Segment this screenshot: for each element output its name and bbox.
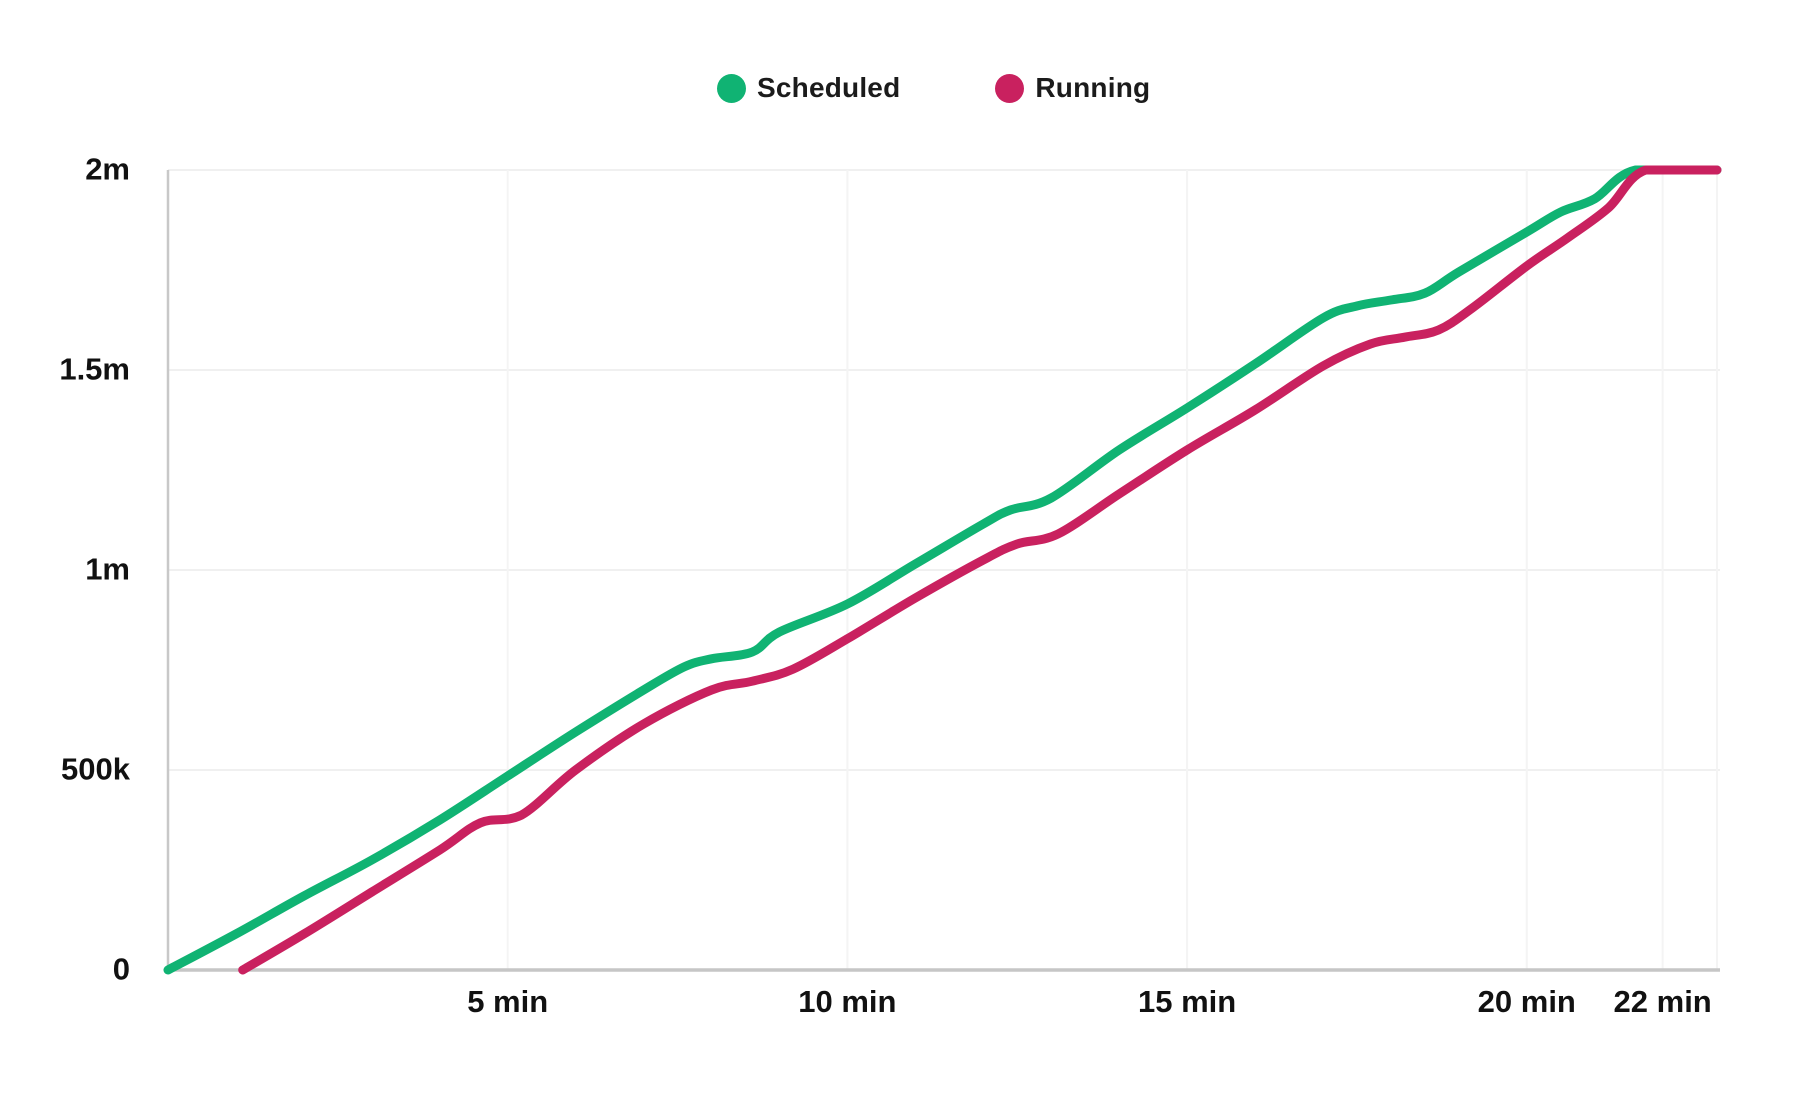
y-tick-label: 2m <box>85 151 130 187</box>
series-line-running <box>238 165 1722 975</box>
series-line-scheduled <box>163 165 1722 975</box>
x-tick-label: 5 min <box>467 984 549 1019</box>
legend-item-scheduled[interactable]: Scheduled <box>717 72 900 104</box>
x-tick-label: 20 min <box>1477 984 1576 1019</box>
y-tick-label: 1.5m <box>59 351 130 387</box>
y-tick-label: 1m <box>85 551 130 587</box>
gridlines <box>168 169 1720 970</box>
legend-label-scheduled: Scheduled <box>757 72 901 103</box>
x-tick-label: 10 min <box>798 984 897 1019</box>
x-tick-label: 22 min <box>1613 984 1712 1019</box>
y-tick-label: 500k <box>61 751 130 787</box>
legend-label-running: Running <box>1035 72 1151 103</box>
x-tick-label: 15 min <box>1137 984 1237 1019</box>
y-tick-label: 0 <box>112 951 130 987</box>
legend-dot-running-icon <box>995 73 1025 103</box>
chart-legend: Scheduled Running <box>717 70 1150 106</box>
legend-item-running[interactable]: Running <box>995 72 1150 104</box>
legend-dot-scheduled-icon <box>717 73 746 103</box>
